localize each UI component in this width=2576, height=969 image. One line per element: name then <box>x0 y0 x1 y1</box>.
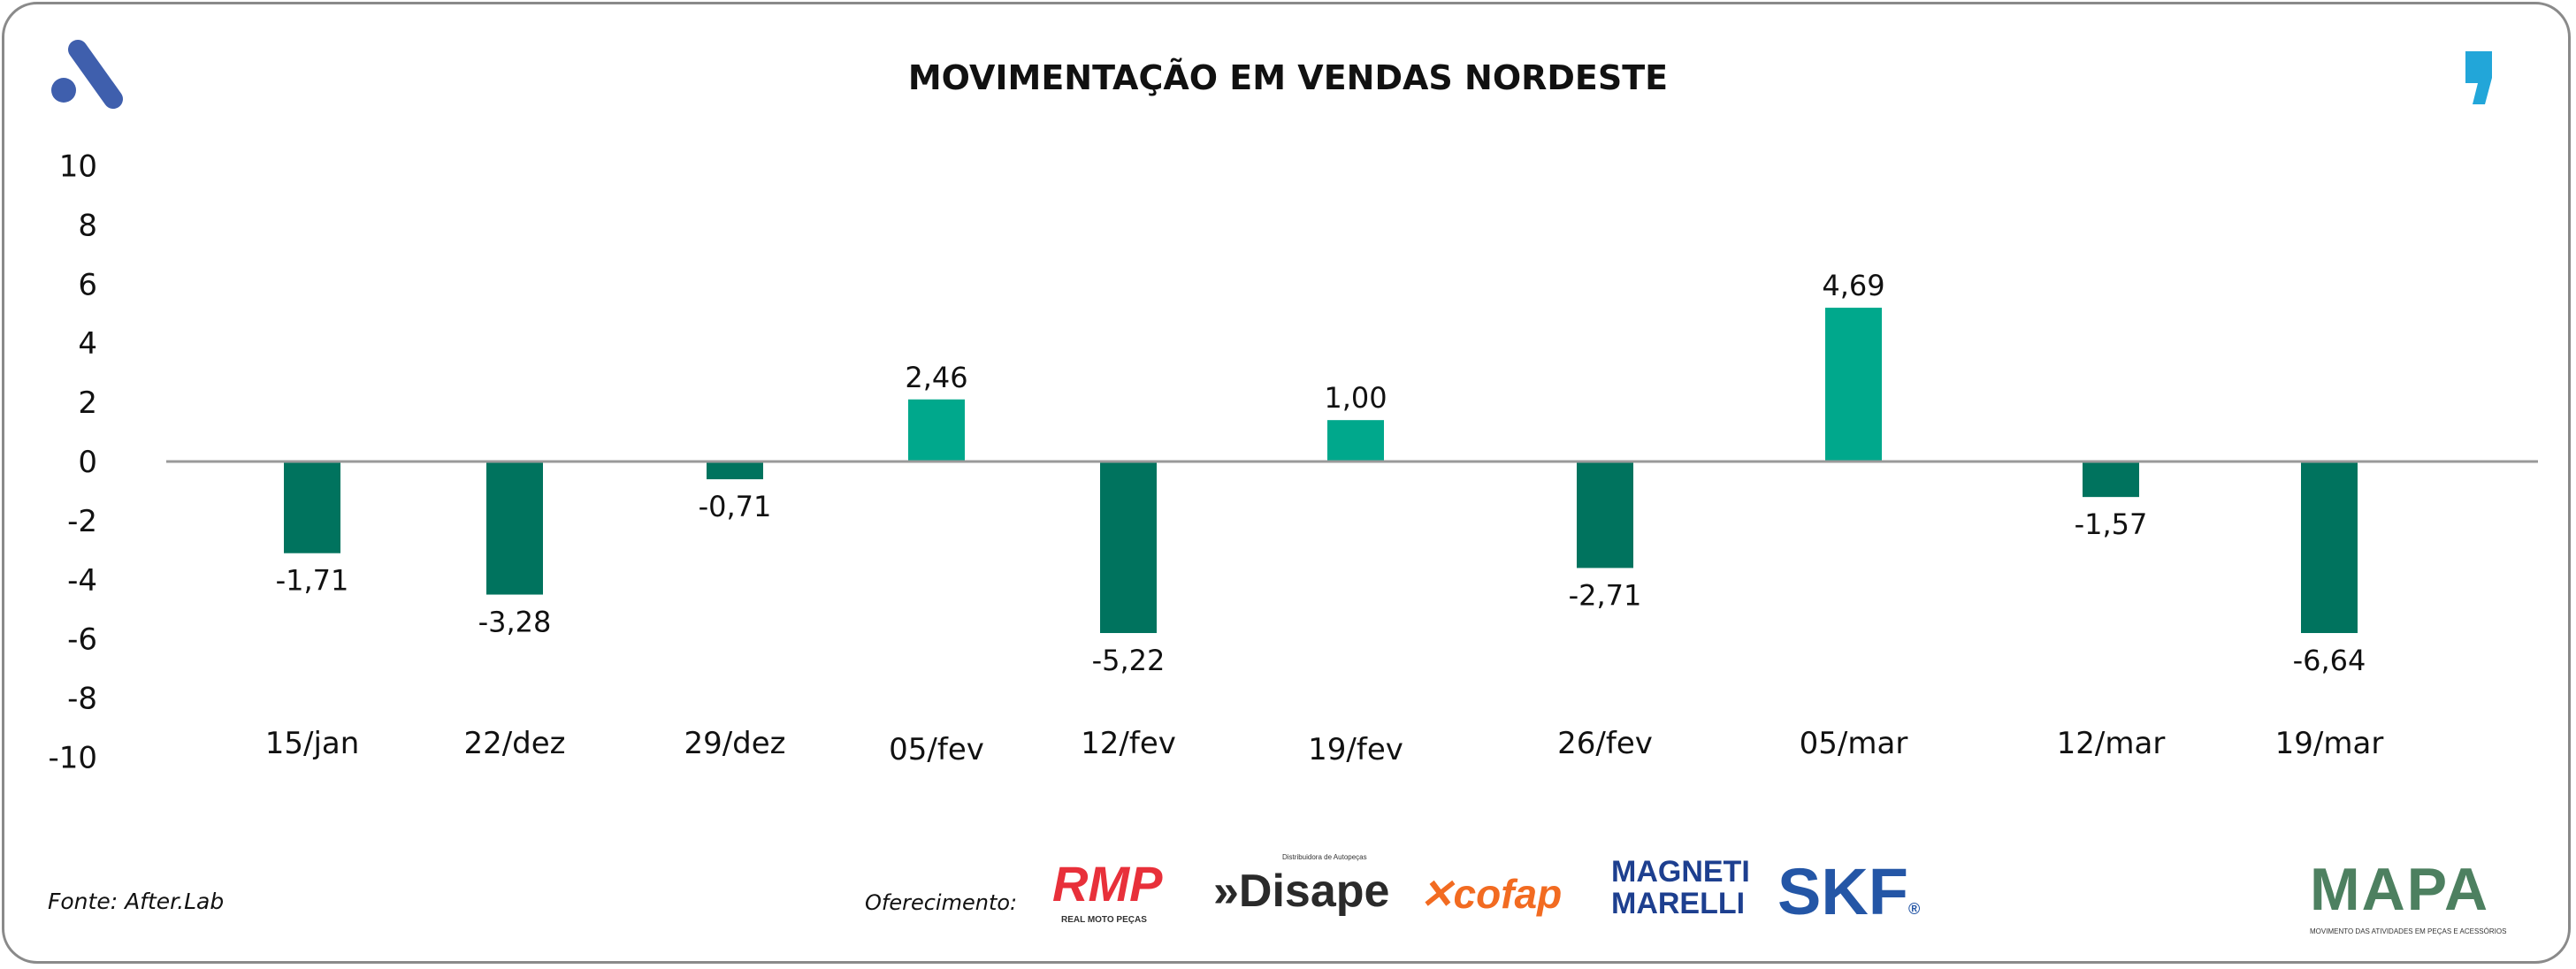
cofap-name: cofap <box>1453 871 1563 917</box>
cofap-logo: ✕cofap <box>1419 871 1563 917</box>
source-note: Fonte: After.Lab <box>48 889 225 914</box>
y-tick-label: 2 <box>78 385 97 421</box>
x-tick-label: 29/dez <box>684 726 785 761</box>
x-tick-label: 12/fev <box>1081 726 1176 761</box>
bar <box>707 462 763 480</box>
data-label: -1,57 <box>2075 507 2148 541</box>
data-label: -1,71 <box>276 564 349 598</box>
data-label: -2,71 <box>1569 578 1642 612</box>
y-tick-label: 4 <box>78 326 97 362</box>
chart-title: MOVIMENTAÇÃO EM VENDAS NORDESTE <box>907 58 1669 97</box>
bar <box>2301 462 2358 634</box>
bar <box>1327 420 1384 462</box>
bar <box>908 399 965 462</box>
data-label: -5,22 <box>1092 644 1166 677</box>
skf-logo: SKF® <box>1777 855 1921 928</box>
x-tick-label: 05/mar <box>1800 726 1908 761</box>
y-tick-label: 0 <box>78 445 97 480</box>
disape-name: Disape <box>1238 866 1390 917</box>
mapa-tagline: MOVIMENTO DAS ATIVIDADES EM PEÇAS E ACES… <box>2310 927 2507 935</box>
x-tick-label: 22/dez <box>463 726 565 761</box>
bar <box>1577 462 1633 568</box>
disape-tagline: Distribuidora de Autopeças <box>1282 853 1367 861</box>
y-tick-label: -4 <box>67 563 97 599</box>
rmp-tagline: REAL MOTO PEÇAS <box>1061 915 1147 925</box>
data-label: -0,71 <box>699 490 772 523</box>
rmp-logo: RMP <box>1052 856 1163 912</box>
y-tick-label: -6 <box>67 622 97 658</box>
bar <box>1100 462 1157 634</box>
brand-logo-right-icon <box>2465 51 2492 104</box>
data-label: -3,28 <box>478 606 552 639</box>
x-tick-label: 19/fev <box>1308 732 1403 767</box>
y-tick-label: -2 <box>67 504 97 539</box>
data-label: 1,00 <box>1324 381 1387 415</box>
bar <box>2083 462 2139 498</box>
y-tick-label: 6 <box>78 267 97 302</box>
y-tick-label: -8 <box>67 682 97 717</box>
x-tick-label: 26/fev <box>1557 726 1653 761</box>
skf-name: SKF <box>1777 855 1908 928</box>
bar <box>486 462 543 595</box>
data-label: -6,64 <box>2293 644 2366 677</box>
y-tick-label: -10 <box>48 741 97 776</box>
y-tick-label: 8 <box>78 208 97 243</box>
bar <box>1825 308 1882 462</box>
data-label: 2,46 <box>905 361 967 394</box>
x-tick-label: 12/mar <box>2057 726 2166 761</box>
bar <box>284 462 340 553</box>
sponsor-label: Oferecimento: <box>865 890 1018 915</box>
data-label: 4,69 <box>1822 269 1884 302</box>
x-tick-label: 05/fev <box>889 732 984 767</box>
x-tick-label: 19/mar <box>2275 726 2384 761</box>
x-tick-label: 15/jan <box>265 726 360 761</box>
magneti-marelli-logo: MAGNETI MARELLI <box>1611 855 1750 920</box>
brand-logo-left-icon <box>51 40 123 109</box>
mapa-logo: MAPA <box>2310 856 2490 923</box>
y-tick-label: 10 <box>59 149 97 185</box>
disape-logo: »Disape <box>1213 866 1390 917</box>
